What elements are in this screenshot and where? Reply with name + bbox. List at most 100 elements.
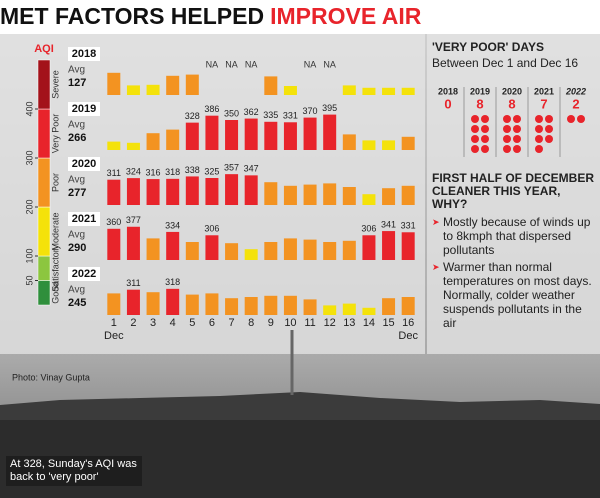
vp-dot <box>577 115 585 123</box>
bar <box>264 76 278 95</box>
vp-count: 8 <box>508 96 515 111</box>
bar <box>185 294 199 315</box>
scale-tick-label: 400 <box>24 101 34 116</box>
bar <box>382 231 396 260</box>
vp-count: 7 <box>540 96 547 111</box>
bar <box>283 122 297 150</box>
year-label: 2020 <box>72 158 96 170</box>
vp-year: 2019 <box>470 86 490 96</box>
vp-subtitle: Between Dec 1 and Dec 16 <box>432 56 579 70</box>
bar <box>166 288 180 315</box>
x-tick-label: 5 <box>189 317 195 329</box>
vp-dot <box>471 145 479 153</box>
x-tick-label: 1 <box>111 317 117 329</box>
bar <box>323 305 337 315</box>
scale-tick-label: 300 <box>24 150 34 165</box>
band-name: Poor <box>50 173 60 192</box>
value-label: 347 <box>244 164 259 174</box>
why-point: Warmer than normal temperatures on most … <box>432 260 594 330</box>
bar <box>303 299 317 315</box>
vp-dot <box>503 125 511 133</box>
bar <box>401 232 415 260</box>
bar <box>264 242 278 260</box>
scale-tick-label: 200 <box>24 199 34 214</box>
bar <box>382 188 396 205</box>
bar <box>166 178 180 205</box>
bar <box>362 140 376 150</box>
vp-count: 0 <box>444 96 451 111</box>
bar <box>244 249 258 260</box>
bar <box>264 121 278 150</box>
bar <box>126 289 140 315</box>
bar <box>205 293 219 315</box>
bar <box>303 117 317 150</box>
bar <box>303 239 317 260</box>
scale-tick-label: 100 <box>24 248 34 263</box>
na-label: NA <box>225 59 238 69</box>
band-name: Good <box>50 282 60 304</box>
value-label: 311 <box>126 278 140 288</box>
bar <box>342 303 356 315</box>
bar <box>225 243 239 260</box>
scale-band <box>37 108 51 159</box>
vp-dot <box>513 145 521 153</box>
bar <box>264 182 278 205</box>
year-label: 2019 <box>72 103 96 115</box>
why-point: Mostly because of winds up to 8kmph that… <box>432 215 594 257</box>
value-label: 316 <box>146 167 161 177</box>
bar <box>401 87 415 95</box>
value-label: 318 <box>165 167 180 177</box>
scale-band <box>37 206 51 257</box>
bar <box>146 84 160 95</box>
avg-value: 266 <box>68 132 86 144</box>
bar <box>244 297 258 315</box>
vp-dot <box>471 135 479 143</box>
bar <box>185 176 199 205</box>
vp-count: 8 <box>476 96 483 111</box>
x-tick-label: 16 <box>402 317 414 329</box>
vp-dot <box>535 145 543 153</box>
value-label: 370 <box>303 106 318 116</box>
x-tick-label: 13 <box>343 317 355 329</box>
bar <box>264 295 278 315</box>
bar <box>146 179 160 205</box>
vp-title: 'VERY POOR' DAYS <box>432 40 544 54</box>
year-box <box>68 102 100 116</box>
x-tick-label: 11 <box>304 317 315 329</box>
bar <box>303 184 317 205</box>
scale-title: AQI <box>34 43 54 55</box>
vp-dot <box>481 125 489 133</box>
value-label: 335 <box>263 110 278 120</box>
vp-dot <box>567 115 575 123</box>
value-label: 362 <box>244 107 259 117</box>
na-label: NA <box>245 59 258 69</box>
bar <box>166 129 180 150</box>
x-tick-label: 9 <box>268 317 274 329</box>
band-name: Very Poor <box>50 114 60 154</box>
vp-dot <box>513 125 521 133</box>
x-tick-label: 7 <box>229 317 235 329</box>
vp-dot <box>471 125 479 133</box>
year-box <box>68 47 100 61</box>
value-label: 395 <box>322 103 337 113</box>
month-label: Dec <box>104 330 124 342</box>
x-tick-label: 6 <box>209 317 215 329</box>
why-title: FIRST HALF OF DECEMBER CLEANER THIS YEAR… <box>432 171 594 211</box>
bar <box>244 118 258 150</box>
vp-dot <box>545 125 553 133</box>
bar <box>362 235 376 260</box>
vp-year: 2022 <box>565 86 586 96</box>
value-label: 325 <box>204 166 219 176</box>
x-tick-label: 12 <box>324 317 336 329</box>
avg-label: Avg <box>68 285 85 296</box>
bar <box>401 185 415 205</box>
value-label: 386 <box>204 104 219 114</box>
bar <box>362 307 376 315</box>
value-label: 311 <box>107 168 121 178</box>
band-name: Moderate <box>50 212 60 250</box>
year-label: 2018 <box>72 48 96 60</box>
avg-value: 127 <box>68 77 86 89</box>
value-label: 331 <box>283 111 298 121</box>
bar <box>362 87 376 95</box>
scale-band <box>37 157 51 208</box>
